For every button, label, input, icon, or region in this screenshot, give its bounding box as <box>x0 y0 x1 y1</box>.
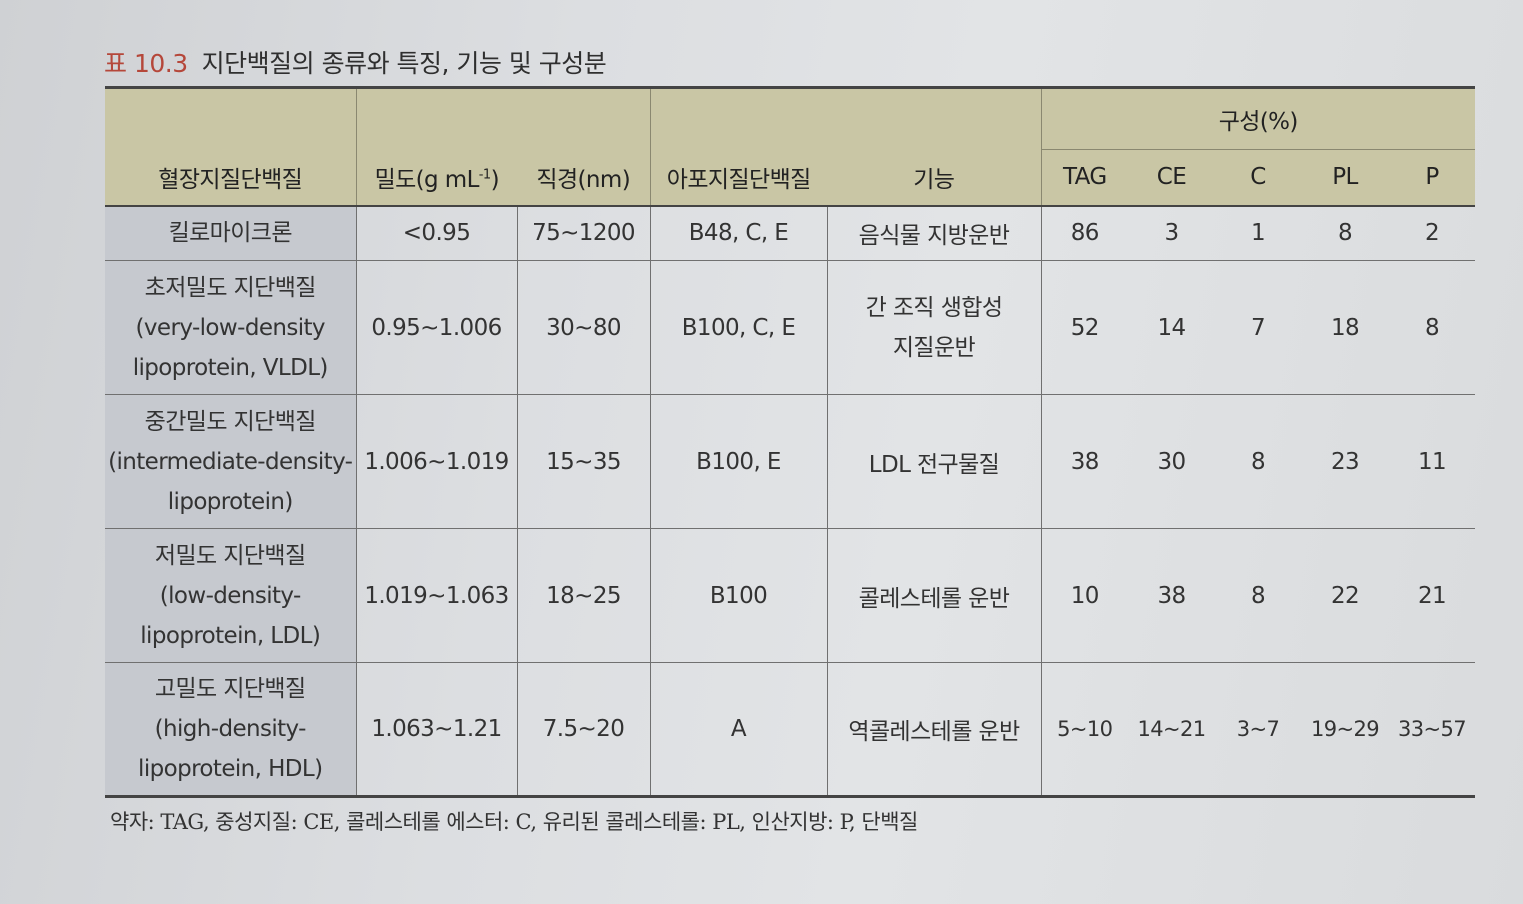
c-cell: 8 <box>1215 394 1301 529</box>
ce-cell: 30 <box>1128 394 1215 529</box>
apolipoprotein-cell: B100, E <box>650 394 828 529</box>
pl-cell: 8 <box>1301 205 1389 261</box>
c-cell: 7 <box>1215 260 1301 395</box>
diameter-cell: 15~35 <box>517 394 651 529</box>
ce-cell: 14~21 <box>1128 662 1215 798</box>
ce-cell: 38 <box>1128 528 1215 663</box>
header-pl: PL <box>1301 149 1389 207</box>
table-row: 킬로마이크론 <0.95 75~1200 B48, C, E 음식물 지방운반 … <box>105 205 1476 261</box>
table-row: 고밀도 지단백질 (high-density-lipoprotein, HDL) … <box>105 662 1476 798</box>
header-ce: CE <box>1128 149 1215 207</box>
diameter-cell: 30~80 <box>517 260 651 395</box>
density-cell: <0.95 <box>356 205 518 261</box>
tag-cell: 5~10 <box>1041 662 1128 798</box>
header-blank-2 <box>356 86 651 150</box>
apolipoprotein-cell: B48, C, E <box>650 205 828 261</box>
c-cell: 1 <box>1215 205 1301 261</box>
lipoprotein-name: 고밀도 지단백질 (high-density-lipoprotein, HDL) <box>105 662 357 798</box>
diameter-cell: 75~1200 <box>517 205 651 261</box>
p-cell: 11 <box>1389 394 1476 529</box>
lipoprotein-table: 구성(%) 혈장지질단백질 밀도(g mL-1) 직경(nm) 아포지질단백질 … <box>105 86 1476 798</box>
function-cell: 간 조직 생합성 지질운반 <box>827 260 1042 395</box>
ce-cell: 3 <box>1128 205 1215 261</box>
lipoprotein-name: 킬로마이크론 <box>105 205 357 261</box>
ce-cell: 14 <box>1128 260 1215 395</box>
table-caption: 표 10.3 지단백질의 종류와 특징, 기능 및 구성분 <box>104 44 607 80</box>
c-cell: 8 <box>1215 528 1301 663</box>
table-title: 지단백질의 종류와 특징, 기능 및 구성분 <box>201 49 607 78</box>
diameter-cell: 7.5~20 <box>517 662 651 798</box>
lipoprotein-name: 초저밀도 지단백질 (very-low-density lipoprotein, V… <box>105 260 357 395</box>
footnote-abbreviations: 약자: TAG, 중성지질: CE, 콜레스테롤 에스터: C, 유리된 콜레스… <box>110 810 918 834</box>
header-p: P <box>1389 149 1476 207</box>
table-row: 저밀도 지단백질 (low-density-lipoprotein, LDL) 1… <box>105 528 1476 663</box>
p-cell: 21 <box>1389 528 1476 663</box>
density-cell: 0.95~1.006 <box>356 260 518 395</box>
tag-cell: 86 <box>1041 205 1128 261</box>
p-cell: 8 <box>1389 260 1476 395</box>
header-tag: TAG <box>1041 149 1128 207</box>
density-cell: 1.006~1.019 <box>356 394 518 529</box>
lipoprotein-name: 저밀도 지단백질 (low-density-lipoprotein, LDL) <box>105 528 357 663</box>
header-apolipoprotein: 아포지질단백질 <box>650 149 827 207</box>
header-blank-1 <box>105 86 357 150</box>
table-row: 중간밀도 지단백질 (intermediate-density-lipoprote… <box>105 394 1476 529</box>
pl-cell: 19~29 <box>1301 662 1389 798</box>
header-diameter: 직경(nm) <box>517 149 651 207</box>
header-c: C <box>1215 149 1301 207</box>
pl-cell: 22 <box>1301 528 1389 663</box>
table-number: 표 10.3 <box>104 49 188 78</box>
tag-cell: 52 <box>1041 260 1128 395</box>
tag-cell: 38 <box>1041 394 1128 529</box>
function-cell: LDL 전구물질 <box>827 394 1042 529</box>
pl-cell: 23 <box>1301 394 1389 529</box>
apolipoprotein-cell: B100, C, E <box>650 260 828 395</box>
header-density: 밀도(g mL-1) <box>356 149 517 207</box>
apolipoprotein-cell: A <box>650 662 828 798</box>
diameter-cell: 18~25 <box>517 528 651 663</box>
apolipoprotein-cell: B100 <box>650 528 828 663</box>
c-cell: 3~7 <box>1215 662 1301 798</box>
density-cell: 1.019~1.063 <box>356 528 518 663</box>
header-blank-3 <box>650 86 1042 150</box>
density-cell: 1.063~1.21 <box>356 662 518 798</box>
table-row: 초저밀도 지단백질 (very-low-density lipoprotein, V… <box>105 260 1476 395</box>
p-cell: 33~57 <box>1389 662 1476 798</box>
header-lipoprotein: 혈장지질단백질 <box>105 149 357 207</box>
lipoprotein-name: 중간밀도 지단백질 (intermediate-density-lipoprote… <box>105 394 357 529</box>
function-cell: 음식물 지방운반 <box>827 205 1042 261</box>
pl-cell: 18 <box>1301 260 1389 395</box>
function-cell: 콜레스테롤 운반 <box>827 528 1042 663</box>
tag-cell: 10 <box>1041 528 1128 663</box>
p-cell: 2 <box>1389 205 1476 261</box>
header-composition: 구성(%) <box>1041 86 1476 150</box>
function-cell: 역콜레스테롤 운반 <box>827 662 1042 798</box>
header-function: 기능 <box>827 149 1042 207</box>
